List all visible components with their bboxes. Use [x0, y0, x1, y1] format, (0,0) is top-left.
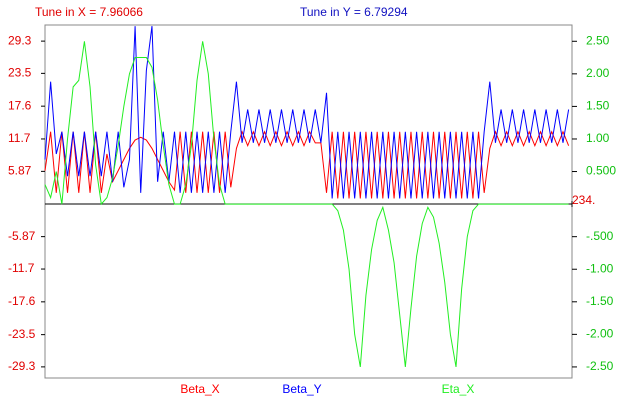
y2-tick-label: -.500: [586, 229, 614, 243]
y2-tick-label: 1.00: [586, 131, 610, 145]
y2-tick-label: 0.500: [586, 164, 616, 178]
x-tick-label: 234.: [572, 193, 595, 207]
plot-frame: [44, 24, 573, 379]
y-tick-label: 23.5: [8, 66, 32, 80]
tune-x-title: Tune in X = 7.96066: [35, 5, 143, 19]
y-tick-label: 17.6: [8, 98, 32, 112]
y2-tick-label: -1.00: [586, 261, 614, 275]
y2-tick-label: -2.00: [586, 327, 614, 341]
y-tick-label: 11.7: [8, 131, 31, 145]
y-tick-label: -17.6: [8, 294, 36, 308]
y-tick-label: -23.5: [8, 327, 36, 341]
y2-tick-label: 1.50: [586, 99, 610, 113]
tune-y-title: Tune in Y = 6.79294: [300, 5, 408, 19]
legend-entry: Eta_X: [442, 382, 475, 396]
y-tick-label: 29.3: [8, 33, 32, 47]
y-tick-label: -29.3: [8, 359, 36, 373]
y-tick-label: -5.87: [8, 229, 36, 243]
legend-entry: Beta_X: [180, 382, 219, 396]
y2-tick-label: -2.50: [586, 359, 614, 373]
series-line: [44, 130, 570, 199]
y-tick-label: -11.7: [8, 261, 35, 275]
series-line: [44, 26, 570, 199]
y2-tick-label: 2.50: [586, 33, 610, 47]
legend-entry: Beta_Y: [282, 382, 321, 396]
y2-tick-label: 2.00: [586, 66, 610, 80]
y-tick-label: 5.87: [8, 164, 32, 178]
series-line: [44, 41, 569, 368]
y2-tick-label: -1.50: [586, 294, 614, 308]
